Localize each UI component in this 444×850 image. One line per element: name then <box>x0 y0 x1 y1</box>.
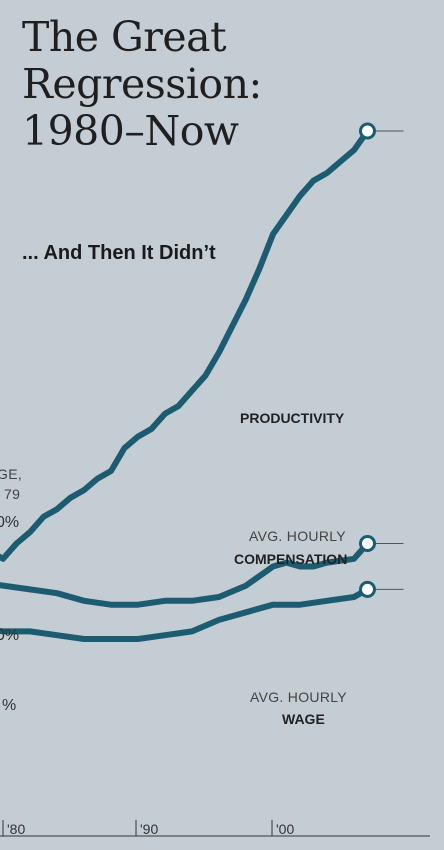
title-line-3: 1980–Now <box>22 107 239 155</box>
end-point-productivity <box>359 122 376 140</box>
clipped-label-year: 79 <box>4 486 20 502</box>
clipped-pct-wage: % <box>2 697 16 714</box>
clipped-label-ge: GE, <box>0 466 22 482</box>
x-tick-label-2000: '00 <box>276 821 294 837</box>
end-point-avg-hourly-wage <box>359 580 376 598</box>
x-tick-label-1990: '90 <box>140 821 158 837</box>
series-line-avg-hourly-compensation <box>0 540 371 608</box>
series-label-compensation-line2: COMPENSATION <box>234 551 347 567</box>
series-line-productivity <box>0 128 371 562</box>
end-point-avg-hourly-compensation <box>359 535 376 553</box>
series-label-wage-line2: WAGE <box>282 711 325 727</box>
title-line-2: Regression: <box>22 60 262 108</box>
series-label-compensation-line1: AVG. HOURLY <box>249 528 346 544</box>
clipped-pct-compensation: 0% <box>0 627 19 644</box>
chart-subtitle: ... And Then It Didn’t <box>22 242 216 264</box>
left-clipped-annotations: GE, 79 0% 0% % <box>0 466 22 714</box>
title-line-1: The Great <box>22 13 227 61</box>
series-label-productivity: PRODUCTIVITY <box>240 410 345 426</box>
series-labels: PRODUCTIVITY AVG. HOURLY COMPENSATION AV… <box>234 410 347 727</box>
chart-title: The Great Regression: 1980–Now <box>22 14 262 155</box>
series-layer <box>0 122 404 642</box>
series-line-avg-hourly-wage <box>0 586 371 642</box>
x-tick-label-1980: '80 <box>7 821 25 837</box>
series-label-wage-line1: AVG. HOURLY <box>250 689 347 705</box>
clipped-pct-productivity: 0% <box>0 514 19 531</box>
x-axis: '80 '90 '00 <box>0 820 430 837</box>
